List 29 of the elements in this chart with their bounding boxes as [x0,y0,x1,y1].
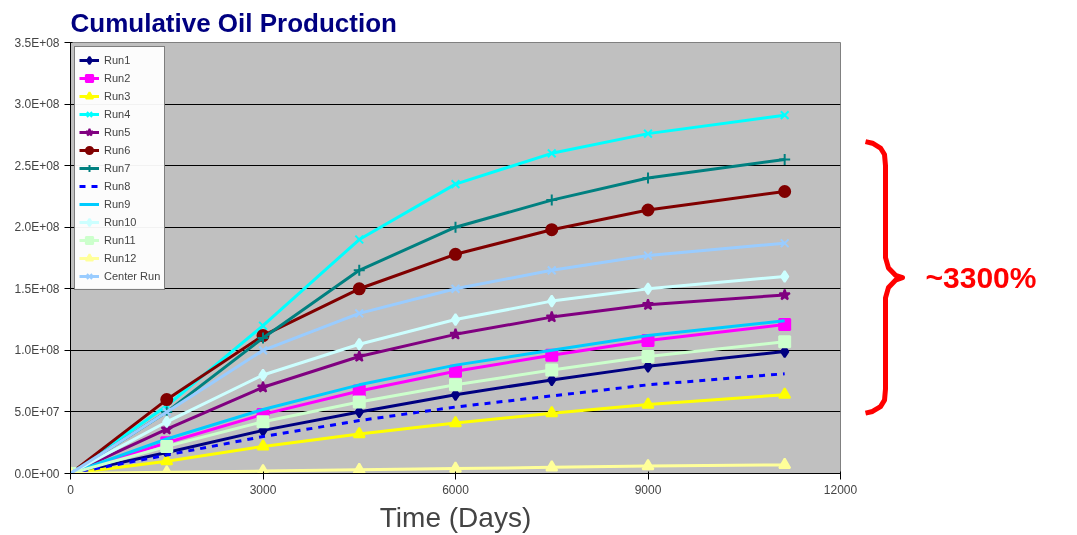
legend-label: Run3 [104,89,131,104]
x-tick-label: 9000 [634,482,662,497]
y-tick-label: 1.5E+08 [14,281,60,296]
x-tick-label: 0 [67,482,75,497]
y-tick-label: 2.0E+08 [14,220,60,235]
legend-label: Run7 [104,161,131,176]
legend-label: Center Run [104,269,161,284]
x-tick-label: 12000 [823,482,858,497]
legend-label: Run8 [104,179,131,194]
legend-label: Run5 [104,125,131,140]
chart-title: Cumulative Oil Production [70,7,397,38]
legend-label: Run2 [104,71,131,86]
y-tick-label: 2.5E+08 [14,158,60,173]
text: ~3300% [925,261,1037,295]
legend-label: Run1 [104,53,131,68]
x-tick-label: 3000 [249,482,277,497]
legend-label: Run4 [104,107,131,122]
y-tick-label: 5.0E+07 [14,404,60,419]
y-tick-label: 1.0E+08 [14,343,60,358]
legend-label: Run10 [104,215,137,230]
legend-label: Run11 [104,233,136,248]
y-tick-label: 3.5E+08 [14,35,60,50]
y-tick-label: 0.0E+00 [14,466,60,481]
legend-label: Run9 [104,197,131,212]
x-tick-label: 6000 [442,482,470,497]
x-axis-title: Time (Days) [379,501,532,533]
y-tick-label: 3.0E+08 [14,97,60,112]
legend-label: Run12 [104,251,137,266]
legend-label: Run6 [104,143,131,158]
